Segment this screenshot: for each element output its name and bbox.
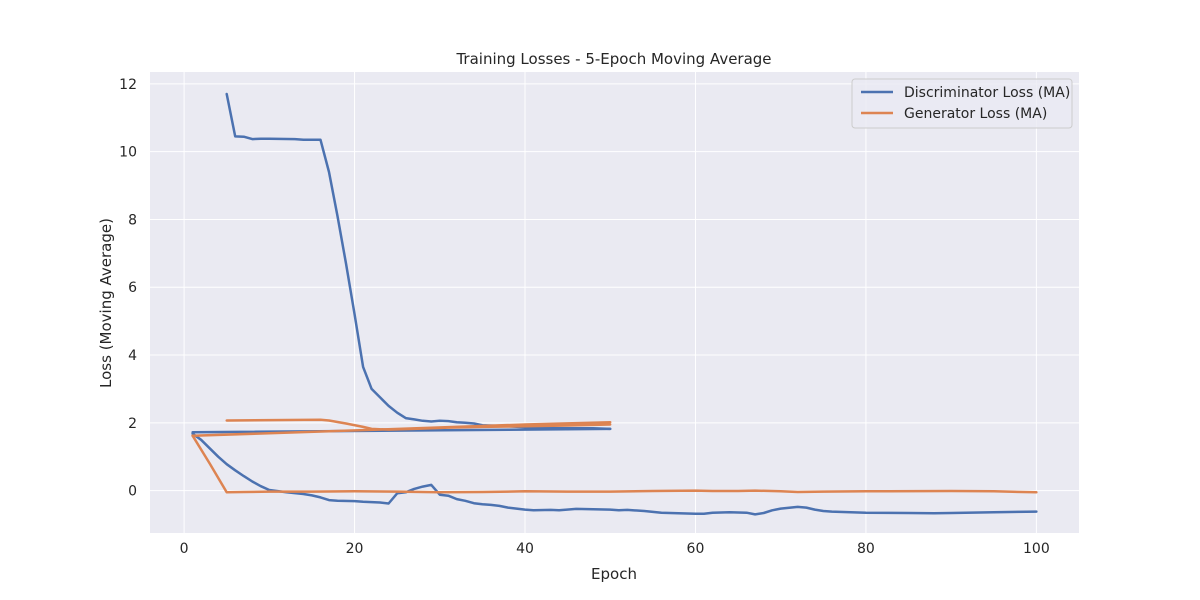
y-tick-label: 12 <box>119 77 137 93</box>
legend-frame <box>851 78 1073 129</box>
legend-label-discriminator: Discriminator Loss (MA) <box>904 85 1070 101</box>
series-line-generator <box>191 434 1038 494</box>
plot-background <box>150 72 1079 533</box>
x-tick-label: 80 <box>857 541 875 557</box>
series-line-generator <box>225 418 612 431</box>
chart-title: Training Losses - 5-Epoch Moving Average <box>455 50 771 68</box>
y-axis-label: Loss (Moving Average) <box>97 218 115 388</box>
y-tick-label: 2 <box>128 416 137 432</box>
series-line-discriminator <box>191 432 1038 516</box>
x-tick-label: 0 <box>180 541 189 557</box>
x-tick-label: 20 <box>346 541 364 557</box>
series-line-discriminator <box>191 427 612 434</box>
x-tick-label: 40 <box>516 541 534 557</box>
y-tick-label: 4 <box>128 348 137 364</box>
x-tick-label: 60 <box>687 541 705 557</box>
y-tick-label: 6 <box>128 280 137 296</box>
y-axis-ticks: 0 2 4 6 8 10 12 <box>119 77 137 500</box>
series-layer <box>191 92 1038 516</box>
y-tick-label: 10 <box>119 145 137 161</box>
x-axis-label: Epoch <box>591 565 637 583</box>
y-tick-label: 0 <box>128 484 137 500</box>
legend-label-generator: Generator Loss (MA) <box>904 106 1047 122</box>
x-tick-label: 100 <box>1023 541 1050 557</box>
legend: Discriminator Loss (MA) Generator Loss (… <box>851 78 1073 129</box>
y-tick-label: 8 <box>128 212 137 228</box>
x-axis-ticks: 0 20 40 60 80 100 <box>180 541 1050 557</box>
